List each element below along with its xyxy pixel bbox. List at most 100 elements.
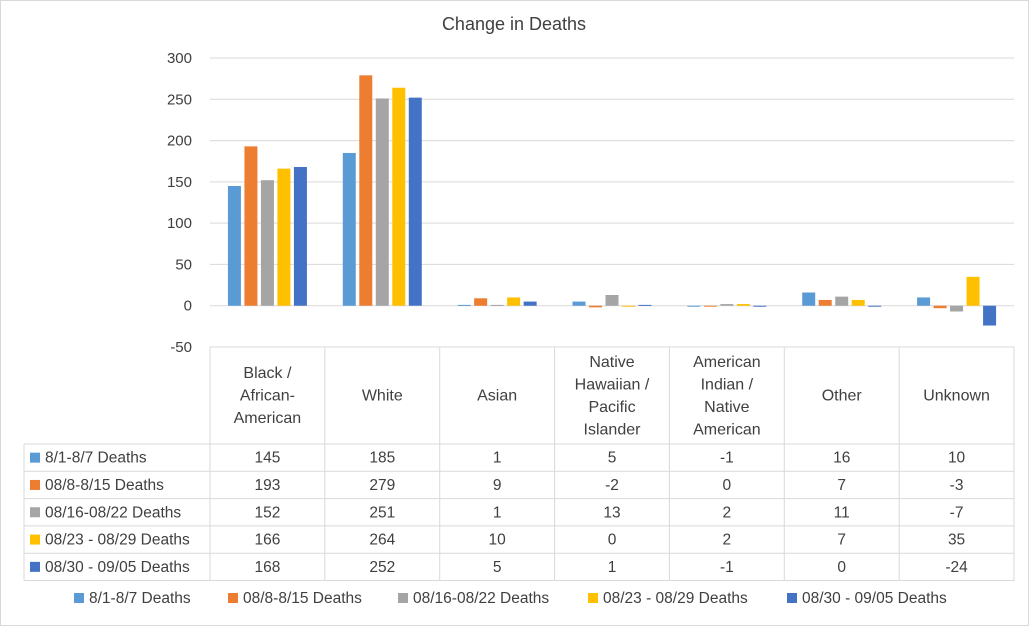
table-cell-value: 1 [608,559,617,576]
table-cell-value: 185 [369,450,395,467]
bar [687,305,701,307]
x-category-label-line: Unknown [923,388,990,405]
table-cell-value: -7 [950,504,964,521]
x-category-label-line: Islander [584,421,642,438]
table-series-name: 8/1-8/7 Deaths [45,450,147,467]
bar [359,75,373,306]
bar [720,304,734,306]
table-cell-value: 166 [254,532,280,549]
bar [802,292,816,306]
table-cell-value: 7 [837,477,846,494]
x-category-label-line: Native [704,399,749,416]
x-category-label-line: Black / [243,365,292,382]
bar [966,276,980,306]
table-cell-value: 2 [723,504,732,521]
table-cell-value: 11 [834,504,850,521]
legend-label: 8/1-8/7 Deaths [89,590,191,607]
legend-label: 08/8-8/15 Deaths [243,590,362,607]
table-cell-value: 0 [723,477,732,494]
table-cell-value: 5 [493,559,502,576]
table-series-name: 08/8-8/15 Deaths [45,477,164,494]
bar [572,301,586,306]
table-cell-value: -2 [605,477,619,494]
chart-title: Change in Deaths [442,14,586,34]
x-category-label-line: Asian [477,388,517,405]
table-series-name: 08/23 - 08/29 Deaths [45,532,190,549]
table-series-name: 08/16-08/22 Deaths [45,504,181,521]
bar [260,180,274,306]
legend-key [588,593,598,603]
y-tick-label: 250 [167,91,192,108]
bar [277,168,291,306]
x-category-label: White [362,388,403,405]
table-cell-value: 1 [493,504,502,521]
table-cell-value: 5 [608,450,617,467]
table-cell-value: -3 [950,477,964,494]
table-cell-value: 264 [369,532,395,549]
bar [868,305,882,307]
legend-key [787,593,797,603]
table-legend-key [30,479,40,490]
bar [227,185,241,306]
x-category-label-line: American [693,421,761,438]
table-cell-value: 168 [254,559,280,576]
bar [851,299,865,306]
y-tick-label: 50 [175,256,192,273]
x-category-label: Unknown [923,388,990,405]
bar [507,297,521,306]
y-tick-label: 100 [167,215,192,232]
bar [950,305,964,312]
x-category-label-line: African- [240,388,295,405]
legend-key [398,593,408,603]
table-cell-value: 35 [948,532,965,549]
x-category-label: American Indian / Native American [693,354,761,439]
legend-key [228,593,238,603]
x-category-label: Other [822,388,863,405]
legend-label: 08/23 - 08/29 Deaths [603,590,748,607]
x-category-label: Native Hawaiian / Pacific Islander [575,354,650,439]
bar [638,304,652,306]
bar [392,87,406,306]
table-cell-value: 279 [369,477,395,494]
legend-label: 08/30 - 09/05 Deaths [802,590,947,607]
bar [375,98,389,306]
bar [589,305,602,308]
x-category-label-line: American [693,354,761,371]
table-cell-value: 152 [254,504,280,521]
x-category-label-line: Indian / [701,376,754,393]
bar [917,297,931,306]
y-tick-label: 300 [167,50,192,67]
x-category-label-line: White [362,388,403,405]
y-tick-label: 0 [184,298,192,315]
table-legend-key [30,561,40,572]
table-cell-value: 2 [723,532,732,549]
table-series-name: 08/30 - 09/05 Deaths [45,559,190,576]
table-cell-value: -24 [945,559,968,576]
bar [457,304,471,306]
table-legend-key [30,507,40,518]
table-cell-value: 145 [254,450,280,467]
bar [490,304,504,306]
x-category-label-line: Other [822,388,863,405]
bar [835,296,849,306]
table-cell-value: 7 [837,532,846,549]
table-cell-value: 251 [369,504,395,521]
legend-label: 08/16-08/22 Deaths [413,590,549,607]
table-cell-value: 9 [493,477,502,494]
bar [933,305,947,309]
y-tick-label: -50 [170,339,192,356]
table-cell-value: 16 [833,450,850,467]
bar [983,305,997,326]
table-cell-value: 10 [489,532,507,549]
bar [244,146,258,306]
table-cell-value: -1 [720,450,734,467]
table-cell-value: 13 [603,504,620,521]
table-legend-key [30,534,40,545]
y-tick-label: 200 [167,133,192,150]
bar [622,305,635,307]
legend-key [74,593,84,603]
bar [474,298,488,306]
bar [703,305,717,307]
x-category-label-line: Hawaiian / [575,376,650,393]
bar [342,152,356,306]
